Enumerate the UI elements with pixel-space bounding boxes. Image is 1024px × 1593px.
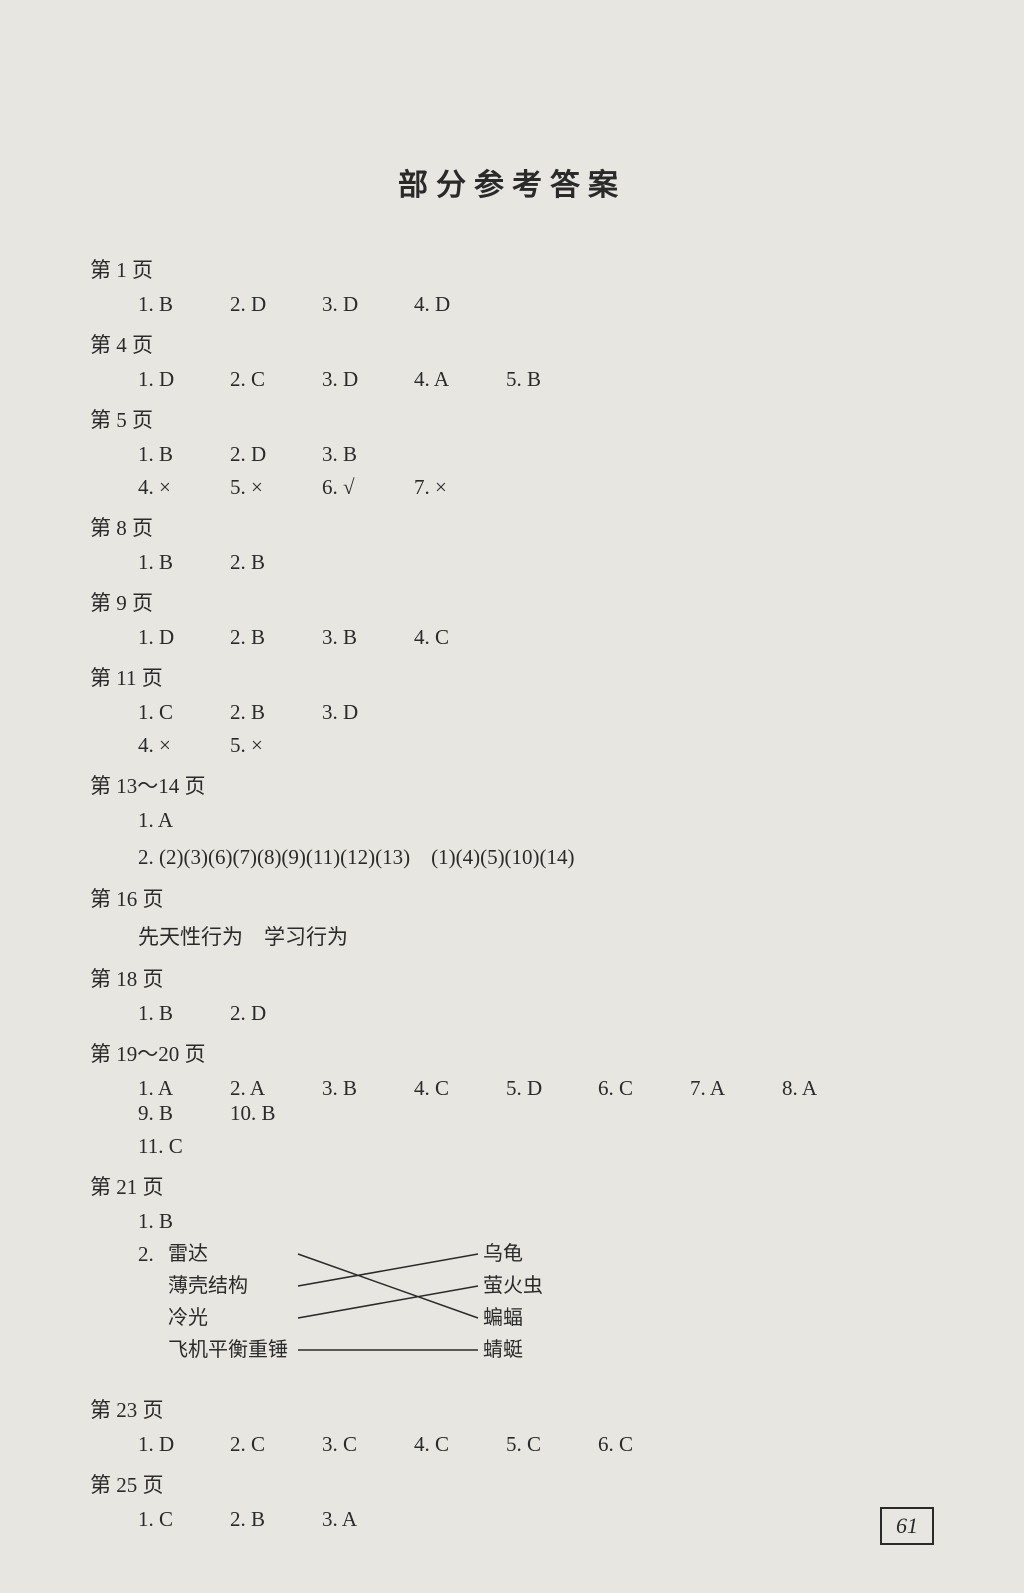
answer-item: 2. C — [230, 1432, 316, 1457]
matching-right-label: 乌龟 — [483, 1242, 523, 1265]
section-header: 第 18 页 — [90, 963, 934, 993]
matching-right-label: 萤火虫 — [483, 1274, 543, 1297]
answer-item: 2. B — [230, 1507, 316, 1532]
answer-item: 2. B — [230, 625, 316, 650]
answer-item: 3. D — [322, 367, 408, 392]
answer-item: 1. B — [138, 1001, 224, 1026]
section-header: 第 23 页 — [90, 1394, 934, 1424]
section-header: 第 8 页 — [90, 512, 934, 542]
answer-item: 5. B — [506, 367, 592, 392]
answer-item: 1. B — [138, 292, 224, 317]
matching-line — [298, 1254, 478, 1286]
section-header: 第 5 页 — [90, 404, 934, 434]
answer-item: 6. √ — [322, 475, 408, 500]
section-header: 第 21 页 — [90, 1171, 934, 1201]
section-header: 第 1 页 — [90, 254, 934, 284]
section-header: 第 25 页 — [90, 1469, 934, 1499]
answer-item: 5. D — [506, 1076, 592, 1101]
answer-item: 2. B — [230, 550, 316, 575]
answer-row: 4. ×5. ×6. √7. × — [90, 475, 934, 500]
section-header: 第 19～20 页 — [90, 1038, 934, 1068]
answer-row: 1. B — [90, 1209, 934, 1234]
answer-item: 1. D — [138, 625, 224, 650]
answer-row: 1. D2. C3. C4. C5. C6. C — [90, 1432, 934, 1457]
page-title: 部分参考答案 — [90, 160, 934, 204]
answer-row: 1. C2. B3. A — [90, 1507, 934, 1532]
answer-row: 1. A2. A3. B4. C5. D6. C7. A8. A 9. B10. … — [90, 1076, 934, 1126]
answer-item: 1. D — [138, 367, 224, 392]
answer-item: 3. D — [322, 700, 408, 725]
matching-diagram: 雷达薄壳结构冷光飞机平衡重锤 乌龟萤火虫蝙蝠蜻蜓 — [168, 1242, 588, 1382]
answer-item: 4. D — [414, 292, 500, 317]
answer-item: 3. B — [322, 625, 408, 650]
answer-item: 1. D — [138, 1432, 224, 1457]
answer-item: 11. C — [138, 1134, 224, 1159]
answer-item: 1. B — [138, 1209, 224, 1234]
answer-item: 5. C — [506, 1432, 592, 1457]
answer-item: 4. A — [414, 367, 500, 392]
matching-right-label: 蜻蜓 — [483, 1338, 523, 1361]
answer-row: 1. C2. B3. D — [90, 700, 934, 725]
answer-item: 1. B — [138, 442, 224, 467]
matching-left-label: 飞机平衡重锤 — [168, 1338, 288, 1361]
answer-item: 2. C — [230, 367, 316, 392]
answer-item: 3. A — [322, 1507, 408, 1532]
answer-item: 5. × — [230, 733, 316, 758]
answer-item: 3. B — [322, 1076, 408, 1101]
answer-item: 1. C — [138, 700, 224, 725]
answer-item: 4. C — [414, 625, 500, 650]
matching-left-label: 雷达 — [168, 1242, 208, 1265]
section-header: 第 16 页 — [90, 883, 934, 913]
answer-item: 10. B — [230, 1101, 316, 1126]
answer-row: 1. B2. D — [90, 1001, 934, 1026]
section-header: 第 13～14 页 — [90, 770, 934, 800]
answer-item: 3. D — [322, 292, 408, 317]
text-answer: 先天性行为 学习行为 — [90, 921, 934, 951]
answer-item: 9. B — [138, 1101, 224, 1126]
answer-item: 1. A — [138, 808, 224, 833]
answer-item: 7. A — [690, 1076, 776, 1101]
answer-item: 2. D — [230, 292, 316, 317]
answer-item: 7. × — [414, 475, 500, 500]
answer-item: 1. A — [138, 1076, 224, 1101]
answer-item: 4. C — [414, 1076, 500, 1101]
answer-item: 6. C — [598, 1076, 684, 1101]
matching-question: 2.雷达薄壳结构冷光飞机平衡重锤 乌龟萤火虫蝙蝠蜻蜓 — [90, 1242, 934, 1382]
answer-item: 4. C — [414, 1432, 500, 1457]
answer-row: 11. C — [90, 1134, 934, 1159]
answer-item: 2. A — [230, 1076, 316, 1101]
answer-row: 1. D2. C3. D4. A5. B — [90, 367, 934, 392]
answer-item: 3. B — [322, 442, 408, 467]
matching-left-label: 冷光 — [168, 1306, 208, 1329]
matching-right-label: 蝙蝠 — [483, 1306, 523, 1329]
answer-item: 1. C — [138, 1507, 224, 1532]
answer-item: 8. A — [782, 1076, 868, 1101]
answer-item: 1. B — [138, 550, 224, 575]
answer-row: 4. ×5. × — [90, 733, 934, 758]
text-answer: 2. (2)(3)(6)(7)(8)(9)(11)(12)(13) (1)(4)… — [90, 841, 934, 871]
answer-content: 第 1 页1. B2. D3. D4. D第 4 页1. D2. C3. D4.… — [90, 254, 934, 1532]
answer-item: 4. × — [138, 475, 224, 500]
section-header: 第 11 页 — [90, 662, 934, 692]
answer-row: 1. A — [90, 808, 934, 833]
matching-left-label: 薄壳结构 — [168, 1274, 248, 1297]
answer-item: 2. D — [230, 442, 316, 467]
answer-row: 1. B2. B — [90, 550, 934, 575]
section-header: 第 9 页 — [90, 587, 934, 617]
answer-item: 6. C — [598, 1432, 684, 1457]
answer-row: 1. B2. D3. B — [90, 442, 934, 467]
answer-item: 3. C — [322, 1432, 408, 1457]
answer-row: 1. B2. D3. D4. D — [90, 292, 934, 317]
answer-item: 5. × — [230, 475, 316, 500]
answer-row: 1. D2. B3. B4. C — [90, 625, 934, 650]
answer-item: 2. B — [230, 700, 316, 725]
page-number: 61 — [880, 1507, 934, 1545]
answer-item: 2. D — [230, 1001, 316, 1026]
section-header: 第 4 页 — [90, 329, 934, 359]
matching-line — [298, 1254, 478, 1318]
question-number: 2. — [138, 1242, 168, 1382]
matching-line — [298, 1286, 478, 1318]
answer-item: 4. × — [138, 733, 224, 758]
